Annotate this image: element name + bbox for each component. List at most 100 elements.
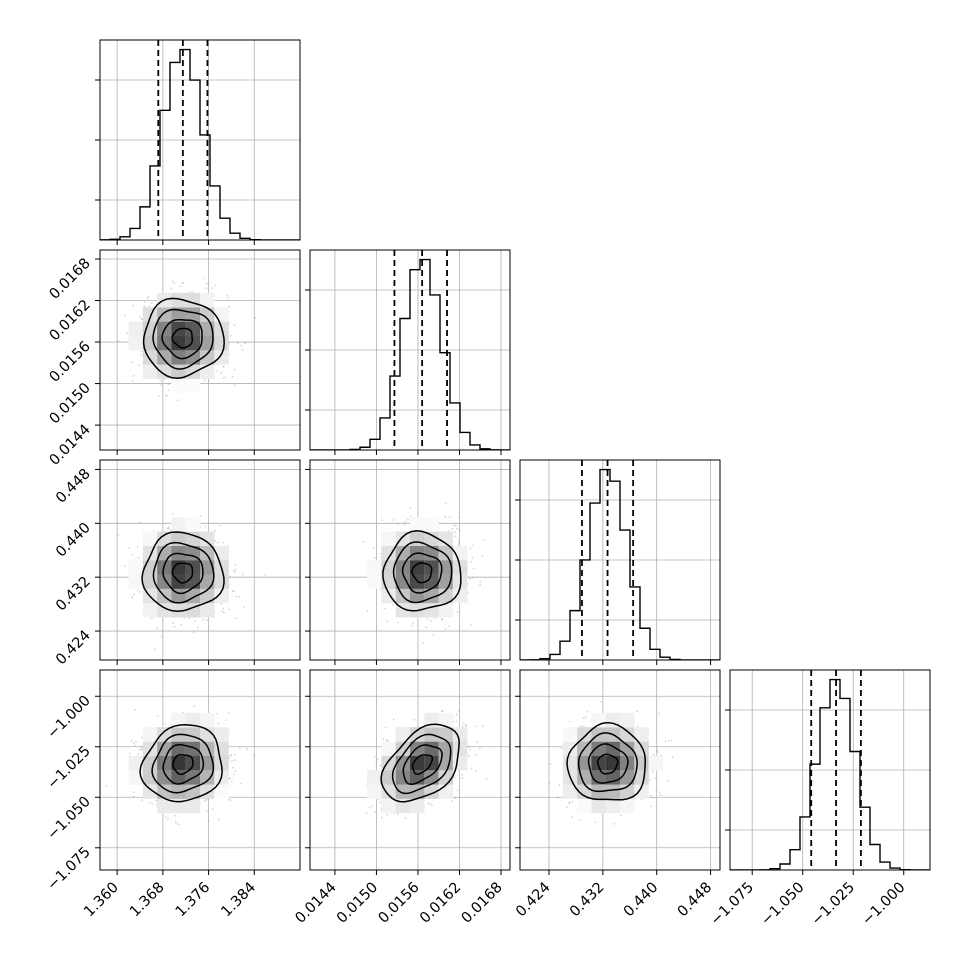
contour-1 — [401, 552, 443, 594]
density-cell — [200, 292, 215, 308]
sample-point — [188, 291, 191, 294]
sample-point — [379, 764, 382, 767]
sample-point — [381, 519, 383, 522]
sample-point — [131, 554, 134, 556]
sample-point — [233, 571, 236, 573]
sample-point — [380, 556, 382, 559]
density-bg — [367, 574, 382, 589]
density-cell — [367, 574, 382, 589]
sample-point — [128, 752, 131, 755]
density-cell — [157, 784, 172, 799]
density-bg — [171, 378, 187, 394]
sample-point — [188, 617, 191, 620]
sample-point — [130, 739, 133, 742]
density-bg — [157, 350, 172, 365]
sample-point — [458, 516, 460, 519]
sample-point — [240, 344, 243, 347]
density-bg — [185, 798, 201, 814]
density-bg — [185, 545, 201, 561]
sample-point — [202, 618, 205, 621]
sample-point — [246, 748, 249, 750]
density-bg — [438, 588, 454, 604]
sample-point — [470, 767, 473, 770]
sample-point — [148, 801, 151, 804]
sample-point — [226, 294, 228, 297]
sample-point — [241, 573, 244, 576]
sample-point — [372, 546, 375, 549]
sample-point — [474, 754, 477, 756]
sample-point — [157, 715, 160, 718]
sample-point — [235, 595, 238, 598]
sample-point — [147, 295, 150, 298]
y-tick-label-1-1: 0.0150 — [47, 380, 94, 427]
y-tick-label-1-4: 0.0168 — [47, 256, 94, 303]
density-cell — [367, 770, 382, 785]
density-cell — [171, 379, 186, 394]
sample-point — [183, 617, 185, 619]
sample-point — [458, 710, 461, 713]
y-tick-label-2-0: 0.424 — [53, 628, 94, 669]
density-bg — [200, 712, 215, 728]
density-bg — [200, 602, 215, 618]
sample-point — [396, 621, 399, 624]
density-bg — [395, 784, 411, 799]
contour-3 — [139, 724, 223, 803]
density-cell — [157, 727, 172, 742]
sample-point — [220, 371, 223, 374]
sample-point — [478, 747, 481, 750]
sample-point — [379, 801, 382, 804]
sample-point — [403, 523, 406, 526]
density-cell — [157, 350, 172, 365]
density-cell — [185, 545, 201, 561]
density-bg — [200, 292, 215, 308]
density-bg — [185, 531, 201, 547]
sample-point — [233, 324, 236, 327]
sample-point — [164, 816, 167, 819]
sample-point — [222, 607, 225, 610]
density-cell — [395, 798, 411, 814]
density-cell — [185, 712, 201, 728]
density-bg — [157, 784, 172, 799]
sample-point — [132, 795, 135, 798]
sample-point — [374, 811, 377, 813]
sample-point — [236, 342, 239, 344]
sample-point — [455, 720, 458, 723]
density-cell — [395, 531, 411, 547]
density-cell — [424, 602, 439, 618]
sample-point — [227, 296, 230, 299]
sample-point — [173, 282, 175, 284]
y-tick-label-1-3: 0.0162 — [47, 297, 94, 344]
density-cell — [185, 292, 201, 308]
panel-frame — [309, 249, 511, 451]
sample-point — [105, 784, 108, 787]
sample-point — [451, 528, 454, 530]
density-bg — [381, 784, 397, 799]
sample-point — [143, 305, 146, 308]
y-tick-label-2-3: 0.448 — [53, 466, 94, 507]
density-bg — [185, 307, 201, 322]
density-cell — [410, 517, 425, 532]
sample-point — [192, 631, 195, 634]
contour-0 — [172, 753, 194, 776]
sample-point — [457, 789, 459, 792]
sample-point — [160, 384, 163, 387]
sample-point — [222, 365, 225, 368]
sample-point — [427, 802, 430, 805]
sample-point — [123, 565, 126, 568]
sample-point — [203, 277, 206, 280]
density-bg — [395, 574, 411, 589]
sample-point — [474, 725, 477, 728]
sample-point — [471, 556, 474, 559]
sample-point — [369, 806, 371, 809]
density-bg — [214, 335, 229, 351]
density-cell — [395, 574, 411, 589]
sample-point — [141, 318, 144, 320]
density-cell — [171, 784, 187, 799]
sample-point — [235, 617, 238, 620]
density-cell — [214, 574, 229, 589]
sample-point — [429, 802, 431, 805]
sample-point — [485, 777, 488, 780]
sample-point — [166, 818, 169, 820]
density-bg — [438, 602, 454, 618]
sample-point — [123, 314, 126, 317]
